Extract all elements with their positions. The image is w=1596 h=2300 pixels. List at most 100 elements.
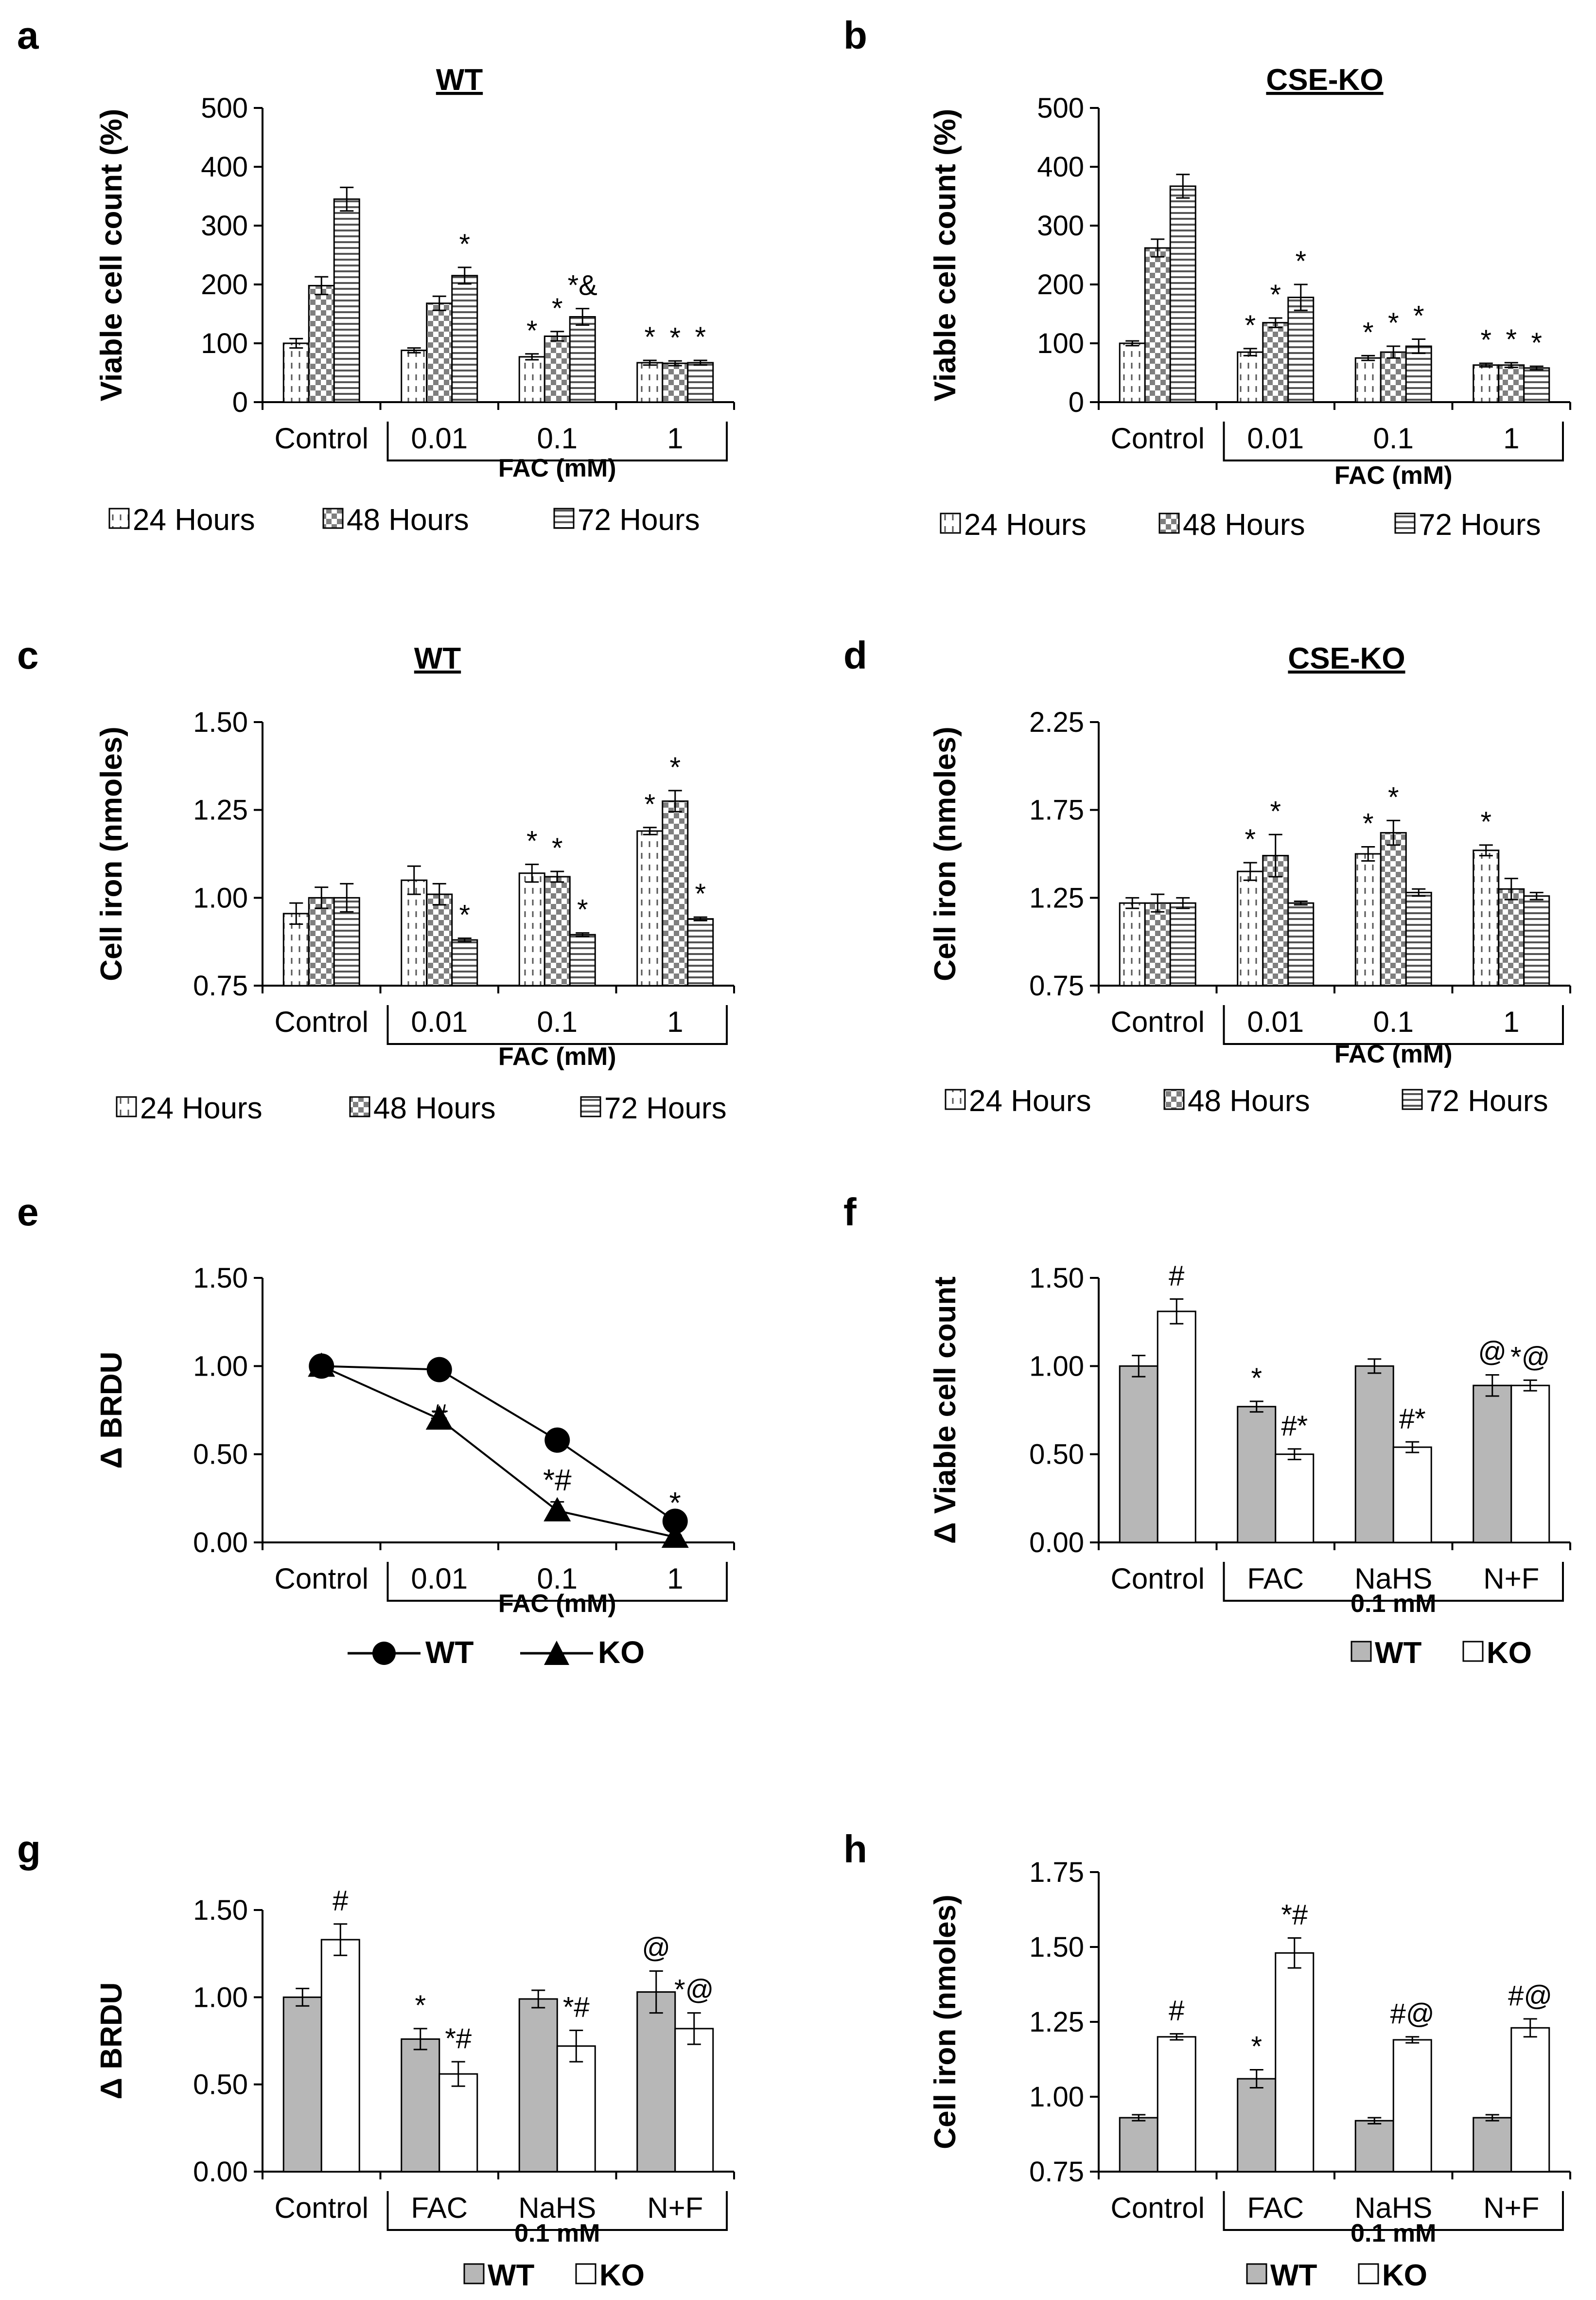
y-tick-label: 300 — [1037, 210, 1084, 242]
group-label: FAC (mM) — [1334, 461, 1453, 490]
bar-48-hours — [426, 893, 453, 987]
series-line-ko — [321, 1365, 676, 1539]
significance-mark: * — [1270, 796, 1281, 827]
y-tick-label: 1.75 — [1029, 1857, 1084, 1888]
y-axis-label: Δ BRDU — [95, 1352, 128, 1469]
point-wt — [426, 1357, 452, 1382]
bar-72-hours — [687, 918, 714, 987]
category-label: Control — [1111, 1006, 1205, 1038]
bar-ko — [1157, 1310, 1196, 1543]
significance-mark: #@ — [1390, 1998, 1435, 2030]
legend-marker — [372, 1642, 396, 1665]
bar-48-hours — [1498, 364, 1525, 403]
category-label: 0.01 — [411, 422, 468, 455]
y-tick-label: 0.75 — [193, 970, 248, 1002]
significance-mark: *# — [543, 1464, 572, 1497]
bar-48-hours — [308, 897, 335, 987]
legend-label: 72 Hours — [604, 1092, 727, 1125]
legend-label: WT — [488, 2259, 535, 2292]
significance-mark: * — [1480, 806, 1491, 838]
significance-mark: @ — [642, 1932, 670, 1964]
legend-swatch — [116, 1096, 137, 1117]
significance-mark: * — [415, 1990, 426, 2021]
y-tick-label: 200 — [201, 269, 248, 301]
category-label: 0.1 — [537, 422, 578, 455]
series-line-wt — [321, 1365, 676, 1522]
y-tick-label: 2.25 — [1029, 707, 1084, 738]
y-axis-label: Cell iron (nmoles) — [95, 726, 128, 981]
significance-mark: *# — [563, 1991, 590, 2023]
bar-wt — [1473, 1384, 1512, 1543]
bar-24-hours — [1473, 364, 1500, 403]
y-tick-label: 500 — [201, 92, 248, 124]
category-label: Control — [1111, 2192, 1205, 2224]
significance-mark: * — [1245, 310, 1256, 341]
bar-wt — [1119, 2117, 1158, 2173]
significance-mark: * — [1363, 808, 1374, 840]
y-tick-label: 0.75 — [1029, 970, 1084, 1002]
bar-24-hours — [401, 879, 428, 987]
bar-wt — [1354, 2120, 1394, 2173]
bar-72-hours — [333, 198, 360, 403]
category-label: 0.01 — [1247, 1006, 1304, 1038]
group-bracket — [1223, 422, 1564, 461]
category-label: Control — [275, 1006, 368, 1038]
bar-48-hours — [1380, 832, 1407, 987]
chart-title: CSE-KO — [1266, 63, 1383, 97]
group-bracket — [1223, 1005, 1564, 1045]
legend-swatch — [1246, 2263, 1267, 2284]
significance-mark: * — [669, 1486, 681, 1520]
significance-mark: * — [1270, 279, 1281, 311]
bar-72-hours — [1169, 902, 1196, 987]
y-axis-label: Δ Viable cell count — [929, 1276, 962, 1544]
significance-mark: * — [1245, 824, 1256, 855]
bar-48-hours — [662, 800, 689, 987]
legend-label: 24 Hours — [969, 1084, 1091, 1118]
significance-mark: * — [577, 894, 588, 926]
group-label: FAC (mM) — [1334, 1040, 1453, 1068]
y-tick-label: 300 — [201, 210, 248, 242]
y-tick-label: 1.25 — [193, 795, 248, 826]
legend-label: 72 Hours — [1419, 508, 1541, 542]
chart-b: b CSE-KO 0 100 200 300 400 500 Viable cell count… — [843, 14, 1571, 542]
legend-label: WT — [1375, 1636, 1422, 1670]
bar-72-hours — [1405, 891, 1432, 987]
point-ko — [661, 1523, 689, 1548]
chart-title: CSE-KO — [1288, 642, 1405, 675]
category-label: N+F — [1483, 2192, 1539, 2224]
chart-title: WT — [436, 63, 483, 97]
y-tick-label: 1.25 — [1029, 882, 1084, 914]
category-label: NaHS — [1354, 2192, 1432, 2224]
legend-swatch — [1402, 1089, 1423, 1110]
category-label: Control — [1111, 422, 1205, 455]
significance-mark: *@ — [674, 1974, 714, 2006]
legend-label: KO — [1487, 1636, 1532, 1670]
y-tick-label: 200 — [1037, 269, 1084, 301]
category-label: 0.01 — [411, 1006, 468, 1038]
category-label: 1 — [1503, 422, 1519, 455]
significance-mark: # — [1169, 1260, 1184, 1292]
bar-72-hours — [1287, 902, 1315, 987]
significance-mark: #* — [1281, 1410, 1308, 1442]
bar-wt — [518, 1998, 558, 2173]
chart-title: WT — [414, 642, 461, 675]
bar-72-hours — [1523, 367, 1550, 403]
bar-24-hours — [1354, 853, 1382, 987]
bar-24-hours — [1119, 902, 1146, 987]
y-tick-label: 1.50 — [193, 707, 248, 738]
bar-wt — [401, 2038, 440, 2173]
significance-mark: * — [526, 826, 538, 857]
category-label: 1 — [667, 1562, 683, 1595]
significance-mark: * — [1295, 246, 1306, 277]
bar-ko — [1157, 2036, 1196, 2173]
group-bracket — [386, 2191, 728, 2231]
legend-swatch — [1394, 513, 1416, 534]
bar-ko — [1275, 1453, 1315, 1543]
chart-h: h 0.75 1.00 1.25 1.50 1.75 Cell iron (nmoles) C… — [843, 1827, 1571, 2292]
legend-label: 24 Hours — [964, 508, 1087, 542]
y-tick-label: 1.75 — [1029, 795, 1084, 826]
bar-48-hours — [426, 302, 453, 403]
category-label: 1 — [1503, 1006, 1519, 1038]
panel-label: a — [17, 14, 39, 57]
